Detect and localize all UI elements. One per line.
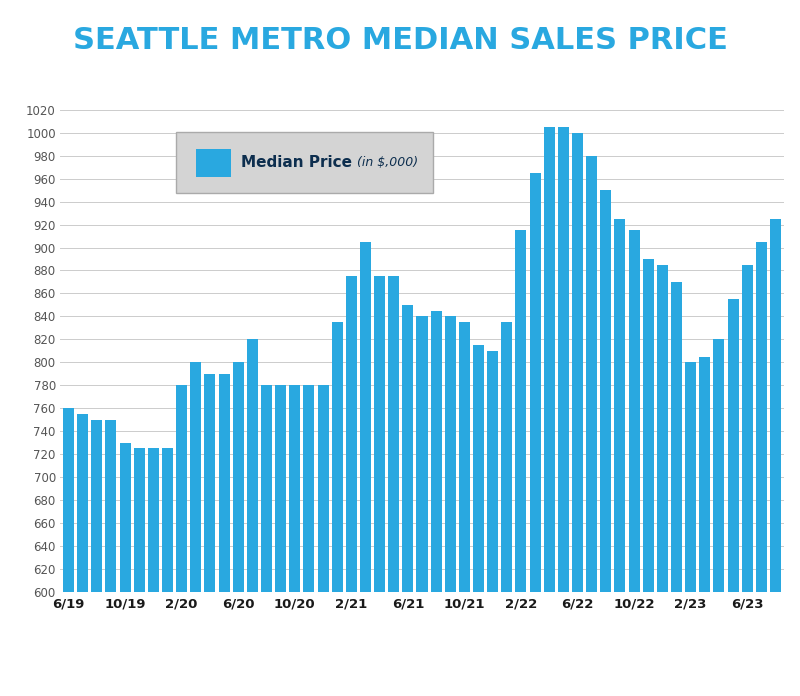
Bar: [473, 345, 484, 696]
Bar: [727, 299, 738, 696]
Bar: [233, 362, 244, 696]
Bar: [332, 322, 342, 696]
Bar: [586, 156, 598, 696]
Bar: [671, 282, 682, 696]
Bar: [162, 448, 173, 696]
Bar: [190, 362, 202, 696]
Bar: [318, 385, 329, 696]
Text: MERCER   ♦   ISLAND: MERCER ♦ ISLAND: [334, 654, 466, 664]
FancyBboxPatch shape: [176, 132, 433, 193]
Bar: [417, 317, 427, 696]
Bar: [134, 448, 145, 696]
Bar: [275, 385, 286, 696]
Bar: [119, 443, 130, 696]
Text: Median Price: Median Price: [241, 155, 352, 171]
Bar: [699, 356, 710, 696]
Bar: [614, 219, 626, 696]
Bar: [430, 310, 442, 696]
Bar: [346, 276, 357, 696]
Bar: [657, 264, 668, 696]
Bar: [685, 362, 696, 696]
Bar: [445, 317, 456, 696]
Bar: [487, 351, 498, 696]
Bar: [360, 242, 371, 696]
Bar: [204, 374, 215, 696]
Text: SEATTLE METRO MEDIAN SALES PRICE: SEATTLE METRO MEDIAN SALES PRICE: [73, 26, 727, 54]
Bar: [290, 385, 300, 696]
Bar: [303, 385, 314, 696]
Bar: [77, 414, 88, 696]
Bar: [530, 173, 541, 696]
Bar: [374, 276, 385, 696]
Bar: [629, 230, 640, 696]
Bar: [459, 322, 470, 696]
Bar: [106, 420, 117, 696]
Bar: [515, 230, 526, 696]
Bar: [558, 127, 569, 696]
FancyBboxPatch shape: [196, 149, 231, 177]
Bar: [63, 408, 74, 696]
Bar: [91, 420, 102, 696]
Bar: [246, 339, 258, 696]
Bar: [742, 264, 753, 696]
Bar: [544, 127, 554, 696]
Bar: [600, 190, 611, 696]
Bar: [770, 219, 781, 696]
Bar: [714, 339, 725, 696]
Text: (in $,000): (in $,000): [354, 156, 418, 169]
Bar: [642, 259, 654, 696]
Bar: [218, 374, 230, 696]
Bar: [176, 385, 187, 696]
Bar: [572, 133, 583, 696]
Bar: [756, 242, 767, 696]
Bar: [402, 305, 414, 696]
Bar: [148, 448, 159, 696]
Bar: [261, 385, 272, 696]
Bar: [502, 322, 512, 696]
Bar: [388, 276, 399, 696]
